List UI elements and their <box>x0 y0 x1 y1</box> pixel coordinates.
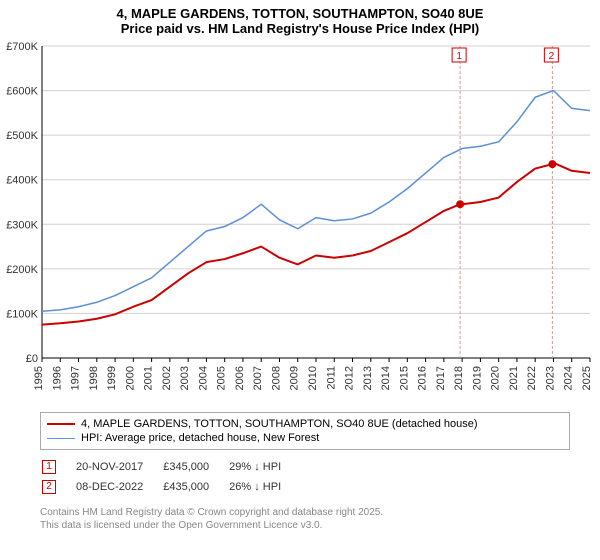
svg-text:1998: 1998 <box>88 366 100 390</box>
transaction-delta: 29% ↓ HPI <box>229 458 299 476</box>
svg-text:£500K: £500K <box>6 130 38 142</box>
legend-row: HPI: Average price, detached house, New … <box>47 431 563 445</box>
svg-text:1995: 1995 <box>33 366 45 390</box>
svg-text:2011: 2011 <box>325 366 337 390</box>
svg-text:2018: 2018 <box>453 366 465 390</box>
svg-text:2013: 2013 <box>362 366 374 390</box>
chart-area: £0 £100K £200K £300K £400K £500K £600K £700K 199… <box>0 38 600 408</box>
table-row: 1 20-NOV-2017£345,00029% ↓ HPI <box>42 458 299 476</box>
svg-text:1999: 1999 <box>106 366 118 390</box>
svg-text:2021: 2021 <box>508 366 520 390</box>
legend-row: 4, MAPLE GARDENS, TOTTON, SOUTHAMPTON, S… <box>47 417 563 431</box>
legend-swatch <box>47 438 75 439</box>
title-block: 4, MAPLE GARDENS, TOTTON, SOUTHAMPTON, S… <box>0 0 600 38</box>
svg-text:£700K: £700K <box>6 41 38 53</box>
marker-number-box: 2 <box>42 480 56 494</box>
title-line-1: 4, MAPLE GARDENS, TOTTON, SOUTHAMPTON, S… <box>0 6 600 21</box>
legend-label: HPI: Average price, detached house, New … <box>81 432 319 444</box>
svg-text:1997: 1997 <box>70 366 82 390</box>
svg-text:1996: 1996 <box>51 366 63 390</box>
legend-swatch <box>47 423 75 425</box>
title-line-2: Price paid vs. HM Land Registry's House … <box>0 21 600 36</box>
line-chart: £0 £100K £200K £300K £400K £500K £600K £700K 199… <box>0 38 600 408</box>
svg-text:2012: 2012 <box>344 366 356 390</box>
svg-text:2024: 2024 <box>563 366 575 390</box>
svg-text:2000: 2000 <box>124 366 136 390</box>
svg-text:2003: 2003 <box>179 366 191 390</box>
svg-text:£600K: £600K <box>6 86 38 98</box>
svg-text:2015: 2015 <box>398 366 410 390</box>
transactions-table: 1 20-NOV-2017£345,00029% ↓ HPI 2 08-DEC-202… <box>40 456 301 498</box>
transaction-price: £345,000 <box>163 458 227 476</box>
svg-text:2023: 2023 <box>544 366 556 390</box>
svg-text:2004: 2004 <box>197 366 209 390</box>
svg-text:2022: 2022 <box>526 366 538 390</box>
transaction-date: 08-DEC-2022 <box>76 478 161 496</box>
svg-text:2016: 2016 <box>417 366 429 390</box>
svg-text:£400K: £400K <box>6 175 38 187</box>
legend-label: 4, MAPLE GARDENS, TOTTON, SOUTHAMPTON, S… <box>81 418 478 430</box>
svg-text:2019: 2019 <box>471 366 483 390</box>
footer-line-2: This data is licensed under the Open Gov… <box>40 519 570 532</box>
svg-text:2008: 2008 <box>270 366 282 390</box>
footer: Contains HM Land Registry data © Crown c… <box>40 506 570 532</box>
svg-text:£200K: £200K <box>6 264 38 276</box>
table-row: 2 08-DEC-2022£435,00026% ↓ HPI <box>42 478 299 496</box>
svg-text:2006: 2006 <box>234 366 246 390</box>
svg-text:2025: 2025 <box>581 366 593 390</box>
marker-number-box: 1 <box>42 460 56 474</box>
svg-text:2010: 2010 <box>307 366 319 390</box>
svg-text:2: 2 <box>549 51 555 62</box>
svg-text:2002: 2002 <box>161 366 173 390</box>
svg-text:2009: 2009 <box>289 366 301 390</box>
svg-text:2017: 2017 <box>435 366 447 390</box>
svg-text:2001: 2001 <box>143 366 155 390</box>
footer-line-1: Contains HM Land Registry data © Crown c… <box>40 506 570 519</box>
svg-text:2014: 2014 <box>380 366 392 390</box>
svg-text:2005: 2005 <box>216 366 228 390</box>
legend: 4, MAPLE GARDENS, TOTTON, SOUTHAMPTON, S… <box>40 412 570 450</box>
svg-text:2007: 2007 <box>252 366 264 390</box>
svg-text:£100K: £100K <box>6 308 38 320</box>
transaction-date: 20-NOV-2017 <box>76 458 161 476</box>
transaction-price: £435,000 <box>163 478 227 496</box>
transaction-delta: 26% ↓ HPI <box>229 478 299 496</box>
svg-text:2020: 2020 <box>490 366 502 390</box>
svg-text:1: 1 <box>456 51 462 62</box>
svg-text:£300K: £300K <box>6 219 38 231</box>
chart-container: 4, MAPLE GARDENS, TOTTON, SOUTHAMPTON, S… <box>0 0 600 560</box>
svg-text:£0: £0 <box>26 353 38 365</box>
